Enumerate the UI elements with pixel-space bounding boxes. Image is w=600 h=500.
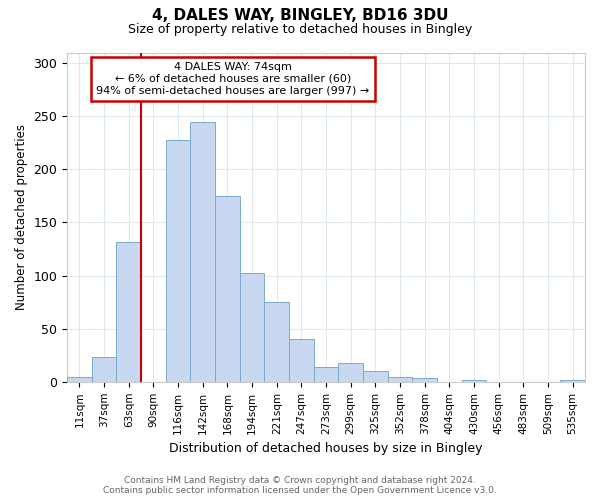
Bar xyxy=(240,274,265,382)
Bar xyxy=(215,196,240,382)
Bar xyxy=(289,340,314,382)
Bar xyxy=(388,376,412,382)
Bar xyxy=(166,140,190,382)
Bar xyxy=(560,380,585,382)
Text: 4, DALES WAY, BINGLEY, BD16 3DU: 4, DALES WAY, BINGLEY, BD16 3DU xyxy=(152,8,448,22)
Text: Size of property relative to detached houses in Bingley: Size of property relative to detached ho… xyxy=(128,22,472,36)
Bar xyxy=(338,362,363,382)
Bar xyxy=(462,380,487,382)
Bar xyxy=(363,371,388,382)
Bar xyxy=(92,358,116,382)
Bar xyxy=(412,378,437,382)
Y-axis label: Number of detached properties: Number of detached properties xyxy=(15,124,28,310)
Bar xyxy=(190,122,215,382)
X-axis label: Distribution of detached houses by size in Bingley: Distribution of detached houses by size … xyxy=(169,442,483,455)
Bar xyxy=(67,376,92,382)
Bar xyxy=(265,302,289,382)
Text: 4 DALES WAY: 74sqm
← 6% of detached houses are smaller (60)
94% of semi-detached: 4 DALES WAY: 74sqm ← 6% of detached hous… xyxy=(96,62,370,96)
Bar xyxy=(314,367,338,382)
Bar xyxy=(116,242,141,382)
Text: Contains HM Land Registry data © Crown copyright and database right 2024.
Contai: Contains HM Land Registry data © Crown c… xyxy=(103,476,497,495)
